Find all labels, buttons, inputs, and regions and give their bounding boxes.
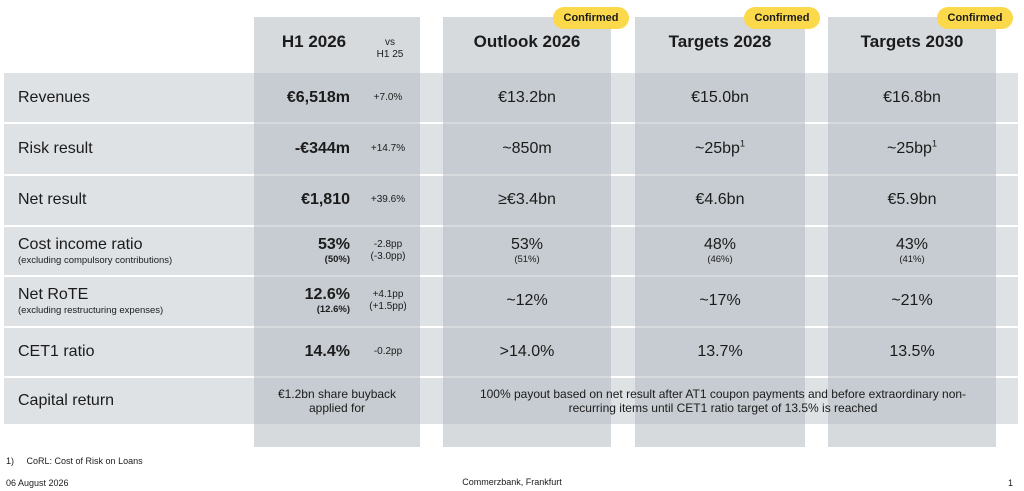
h1-risk-result: -€344m <box>294 140 350 157</box>
label-cet1-ratio: CET1 ratio <box>18 343 95 360</box>
vs-revenues: +7.0% <box>373 92 403 103</box>
t2028-risk-result: ~25bp1 <box>635 138 805 158</box>
t2030-net-rote: ~21% <box>891 292 933 309</box>
col-bg-outlook <box>443 17 611 447</box>
outlook-cir-value: 53% <box>510 236 544 253</box>
vs-rote-value: +4.1pp <box>372 289 404 300</box>
row-bg-capital <box>4 378 1018 424</box>
h1-cost-income-ratio: 53% (50%) <box>254 236 350 266</box>
outlook-cost-income-ratio: 53% (51%) <box>443 236 611 266</box>
rote-label-main: Net RoTE <box>18 286 89 303</box>
h1-revenues: €6,518m <box>286 89 350 106</box>
t2028-cir-value: 48% <box>703 236 737 253</box>
col-bg-2028 <box>635 17 805 447</box>
outlook-net-result: ≥€3.4bn <box>498 191 556 208</box>
row-bg-cet1 <box>4 328 1018 376</box>
t2030-cir-value: 43% <box>895 236 929 253</box>
row-bg-rote <box>4 277 1018 326</box>
t2028-risk-value: ~25bp <box>695 140 740 157</box>
h1-cir-sub: (50%) <box>324 254 350 265</box>
t2028-cir-sub: (46%) <box>707 254 733 265</box>
h1-capital-return: €1.2bn share buyback applied for <box>277 387 397 415</box>
t2028-net-rote: ~17% <box>699 292 741 309</box>
footnote-number: 1) <box>6 456 15 466</box>
vs-net-rote: +4.1pp (+1.5pp) <box>358 289 418 313</box>
header-outlook: Outlook 2026 <box>473 32 581 51</box>
label-capital-return: Capital return <box>18 392 115 409</box>
t2030-risk-value: ~25bp <box>887 140 932 157</box>
confirmed-badge-outlook: Confirmed <box>553 7 629 29</box>
t2030-cost-income-ratio: 43% (41%) <box>828 236 996 266</box>
col-bg-h1 <box>254 17 420 447</box>
t2030-cir-sub: (41%) <box>899 254 925 265</box>
t2028-cost-income-ratio: 48% (46%) <box>635 236 805 266</box>
label-net-rote: Net RoTE (excluding restructuring expens… <box>18 286 163 317</box>
vs-rote-sub: (+1.5pp) <box>369 301 407 312</box>
outlook-risk-result: ~850m <box>502 140 552 157</box>
header-h1: H1 2026 <box>281 32 347 51</box>
outlook-net-rote: ~12% <box>506 292 548 309</box>
t2030-risk-result: ~25bp1 <box>828 138 996 158</box>
vs-cost-income-ratio: -2.8pp (-3.0pp) <box>358 239 418 263</box>
vs-risk-result: +14.7% <box>370 143 406 154</box>
header-targets-2028: Targets 2028 <box>668 32 772 51</box>
rote-label-sub: (excluding restructuring expenses) <box>18 305 164 316</box>
header-targets-2030: Targets 2030 <box>860 32 964 51</box>
row-bg-cir <box>4 227 1018 275</box>
outlook-revenues: €13.2bn <box>498 89 556 106</box>
footer-date: 06 August 2026 <box>6 478 69 488</box>
outlook-cet1-ratio: >14.0% <box>499 343 555 360</box>
confirmed-badge-2030: Confirmed <box>937 7 1013 29</box>
confirmed-badge-2028: Confirmed <box>744 7 820 29</box>
vs-cir-value: -2.8pp <box>373 239 403 250</box>
h1-cet1-ratio: 14.4% <box>304 343 350 360</box>
t2028-cet1-ratio: 13.7% <box>697 343 743 360</box>
footnote: 1) CoRL: Cost of Risk on Loans <box>6 456 143 466</box>
t2028-revenues: €15.0bn <box>691 89 749 106</box>
row-bg-risk <box>4 124 1018 174</box>
header-vs-line1: vs <box>385 37 395 48</box>
footer-center: Commerzbank, Frankfurt <box>462 477 562 487</box>
vs-cet1-ratio: -0.2pp <box>373 346 403 357</box>
label-revenues: Revenues <box>18 89 91 106</box>
vs-net-result: +39.6% <box>370 194 406 205</box>
t2030-risk-footnote-ref: 1 <box>931 138 937 149</box>
label-risk-result: Risk result <box>18 140 93 157</box>
footnote-text: CoRL: Cost of Risk on Loans <box>26 456 143 466</box>
capital-return-payout: 100% payout based on net result after AT… <box>479 387 967 415</box>
col-bg-2030 <box>828 17 996 447</box>
label-net-result: Net result <box>18 191 87 208</box>
footer-page-number: 1 <box>1008 478 1014 488</box>
label-cost-income-ratio: Cost income ratio (excluding compulsory … <box>18 236 172 267</box>
t2028-net-result: €4.6bn <box>695 191 745 208</box>
vs-cir-sub: (-3.0pp) <box>370 251 406 262</box>
header-vs: vs H1 25 <box>360 37 420 61</box>
h1-cir-value: 53% <box>317 236 350 253</box>
h1-net-rote: 12.6% (12.6%) <box>254 286 350 316</box>
row-bg-net <box>4 176 1018 225</box>
h1-net-result: €1,810 <box>301 191 350 208</box>
h1-rote-sub: (12.6%) <box>316 304 350 315</box>
h1-rote-value: 12.6% <box>304 286 350 303</box>
t2030-cet1-ratio: 13.5% <box>889 343 935 360</box>
cir-label-sub: (excluding compulsory contributions) <box>18 255 173 266</box>
t2030-revenues: €16.8bn <box>883 89 941 106</box>
row-bg-revenues <box>4 73 1018 122</box>
t2028-risk-footnote-ref: 1 <box>739 138 745 149</box>
header-vs-line2: H1 25 <box>376 49 404 60</box>
t2030-net-result: €5.9bn <box>887 191 937 208</box>
cir-label-main: Cost income ratio <box>18 236 143 253</box>
outlook-cir-sub: (51%) <box>514 254 540 265</box>
